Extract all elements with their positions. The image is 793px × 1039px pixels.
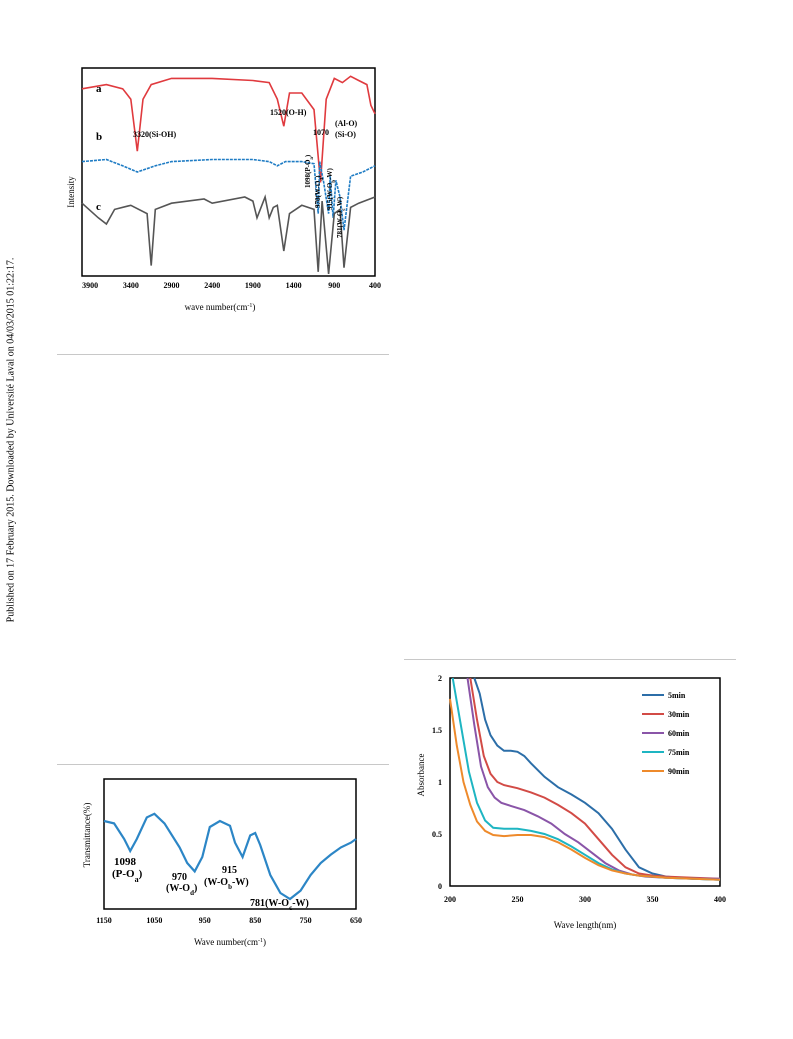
absorbance-marks: 200 250 300 350 400 0 0.5 1 1.5 2 <box>432 674 726 904</box>
x-axis-label: wave number(cm-1) <box>185 302 256 312</box>
series-line-60min <box>466 677 720 880</box>
x-tick-label: 200 <box>444 895 456 904</box>
plot-frame <box>103 778 357 910</box>
x-tick-label: 350 <box>647 895 659 904</box>
annotation-1070: 1070 <box>313 128 329 137</box>
x-tick-label: 2900 <box>164 281 180 290</box>
ftir-figure: Intensity 3900 3400 2900 2400 1900 1400 900 400… <box>66 67 381 312</box>
x-tick-label: 400 <box>369 281 381 290</box>
annotation-970: 970 <box>172 872 187 883</box>
annotation-1520: 1520(O-H) <box>270 108 307 117</box>
series-label-a: a <box>96 83 102 95</box>
annotation-915-group: (W-Ob-W) <box>204 877 249 891</box>
series-line-a <box>81 75 376 183</box>
y-tick-label: 0 <box>438 882 442 891</box>
annotation-1098-group: (P-Oa) <box>112 868 143 884</box>
separator-rule <box>57 764 389 765</box>
annotation-970: 970(W-Od) <box>314 175 325 208</box>
series-line-b <box>81 158 376 231</box>
x-tick-label: 2400 <box>204 281 220 290</box>
annotation-970-group: (W-Od) <box>166 883 197 897</box>
legend-label: 30min <box>668 710 690 719</box>
x-tick-label: 900 <box>328 281 340 290</box>
x-tick-label: 250 <box>512 895 524 904</box>
series-line-90min <box>449 698 721 881</box>
plot-frame <box>81 67 376 277</box>
annotation-3320: 3320(Si-OH) <box>133 130 176 139</box>
series-line-5min <box>473 677 721 881</box>
y-axis-label: Intensity <box>66 176 76 208</box>
x-tick-label: 300 <box>579 895 591 904</box>
y-axis-label: Transmittance(%) <box>82 803 92 868</box>
x-tick-label: 1050 <box>146 916 162 925</box>
y-tick-label: 1.5 <box>432 726 442 735</box>
x-tick-label: 1400 <box>286 281 302 290</box>
annotation-1098: 1098 <box>114 856 137 868</box>
x-tick-label: 3400 <box>123 281 139 290</box>
legend-label: 90min <box>668 767 690 776</box>
legend-label: 5min <box>668 691 686 700</box>
annotation-781: 781(W-Oc-W) <box>250 898 309 912</box>
absorbance-figure: Absorbance 200 250 300 350 400 0 0.5 1 1.5 2 5min… <box>416 674 726 930</box>
annotation-781: 781(W-Oc-W) <box>336 196 347 238</box>
legend-label: 60min <box>668 729 690 738</box>
x-tick-label: 650 <box>350 916 362 925</box>
y-tick-label: 2 <box>438 674 442 683</box>
side-note-text: Published on 17 February 2015. Downloade… <box>5 257 17 623</box>
series-label-c: c <box>96 201 101 213</box>
annotation-915: 915 <box>222 865 237 876</box>
x-tick-label: 400 <box>714 895 726 904</box>
legend: 5min 30min 60min 75min 90min <box>642 691 690 776</box>
ftir-marks: 3900 3400 2900 2400 1900 1400 900 400 <box>81 75 381 290</box>
series-line-c <box>81 194 376 274</box>
x-axis-label: Wave length(nm) <box>554 920 617 930</box>
series-line <box>103 812 357 901</box>
x-tick-label: 950 <box>199 916 211 925</box>
separator-rule <box>404 659 736 660</box>
x-axis-label: Wave number(cm-1) <box>194 937 266 947</box>
plot-frame <box>449 677 721 887</box>
x-tick-label: 3900 <box>82 281 98 290</box>
annotation-1098: 1098(P-Oa) <box>304 154 315 188</box>
legend-label: 75min <box>668 748 690 757</box>
annotation-al-o: (Al-O) <box>335 119 358 128</box>
x-tick-label: 750 <box>300 916 312 925</box>
x-tick-label: 1150 <box>96 916 112 925</box>
series-label-b: b <box>96 131 102 143</box>
x-tick-label: 850 <box>249 916 261 925</box>
transmittance-figure: Transmittance(%) 1150 1050 950 850 750 650 10… <box>82 778 362 947</box>
side-note: Published on 17 February 2015. Downloade… <box>4 230 18 650</box>
y-axis-label: Absorbance <box>416 754 426 797</box>
annotation-915: 915(W-Ob-W) <box>326 168 337 210</box>
transmittance-marks: 1150 1050 950 850 750 650 <box>96 812 362 925</box>
separator-rule <box>57 354 389 355</box>
series-line-30min <box>469 677 721 880</box>
y-tick-label: 0.5 <box>432 830 442 839</box>
y-tick-label: 1 <box>438 778 442 787</box>
annotation-si-o: (Si-O) <box>335 130 356 139</box>
x-tick-label: 1900 <box>245 281 261 290</box>
